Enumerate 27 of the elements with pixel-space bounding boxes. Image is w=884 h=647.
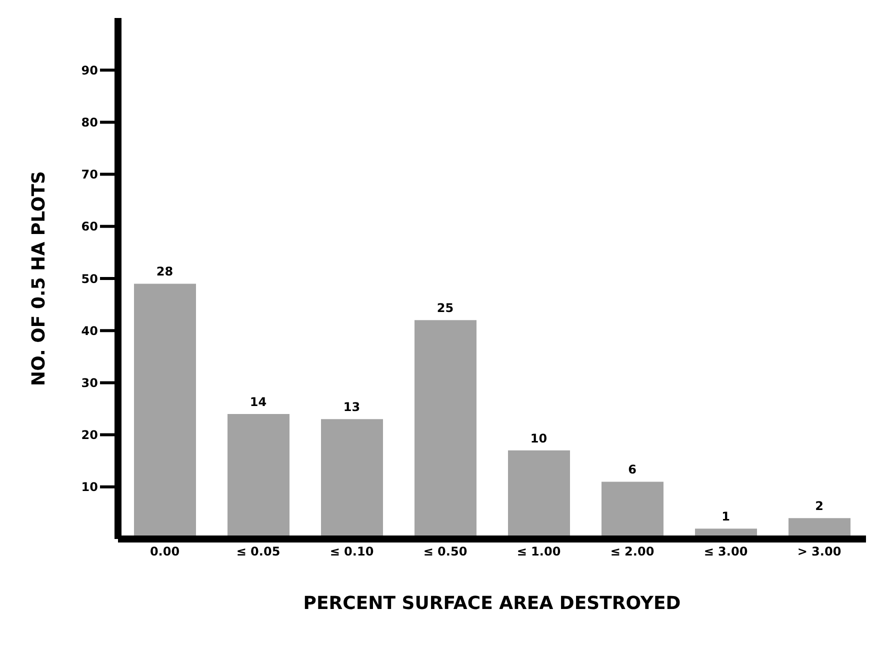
annotation: 6 bbox=[628, 462, 636, 477]
x-tick-label: ≤ 0.50 bbox=[423, 544, 468, 559]
y-tick-label: 70 bbox=[81, 168, 98, 182]
annotation: 13 bbox=[343, 400, 360, 414]
x-axis-title: PERCENT SURFACE AREA DESTROYED bbox=[303, 593, 681, 614]
x-tick-label: ≤ 0.10 bbox=[330, 544, 374, 559]
annotation: 1 bbox=[722, 510, 730, 524]
y-tick-label: 30 bbox=[81, 376, 98, 390]
x-tick-label: ≤ 3.00 bbox=[704, 544, 748, 559]
y-tick-label: 40 bbox=[81, 324, 98, 338]
x-tick-label: 0.00 bbox=[150, 544, 180, 559]
y-tick-label: 80 bbox=[81, 115, 98, 130]
y-tick-label: 20 bbox=[81, 428, 98, 442]
annotation: 10 bbox=[530, 431, 548, 446]
x-tick-label: > 3.00 bbox=[797, 544, 842, 559]
annotation: 14 bbox=[250, 394, 267, 409]
y-tick-label: 50 bbox=[81, 272, 98, 286]
x-tick-label: ≤ 1.00 bbox=[516, 544, 561, 559]
x-tick-label: ≤ 0.05 bbox=[236, 544, 280, 559]
annotation: 25 bbox=[436, 301, 454, 316]
y-axis-title: NO. OF 0.5 HA PLOTS bbox=[28, 171, 50, 386]
y-tick-label: 10 bbox=[81, 480, 98, 494]
y-tick-label: 90 bbox=[81, 63, 98, 78]
annotation: 2 bbox=[815, 499, 824, 514]
annotation: 28 bbox=[156, 264, 174, 279]
x-tick-label: ≤ 2.00 bbox=[610, 544, 654, 559]
y-tick-label: 60 bbox=[81, 220, 98, 234]
